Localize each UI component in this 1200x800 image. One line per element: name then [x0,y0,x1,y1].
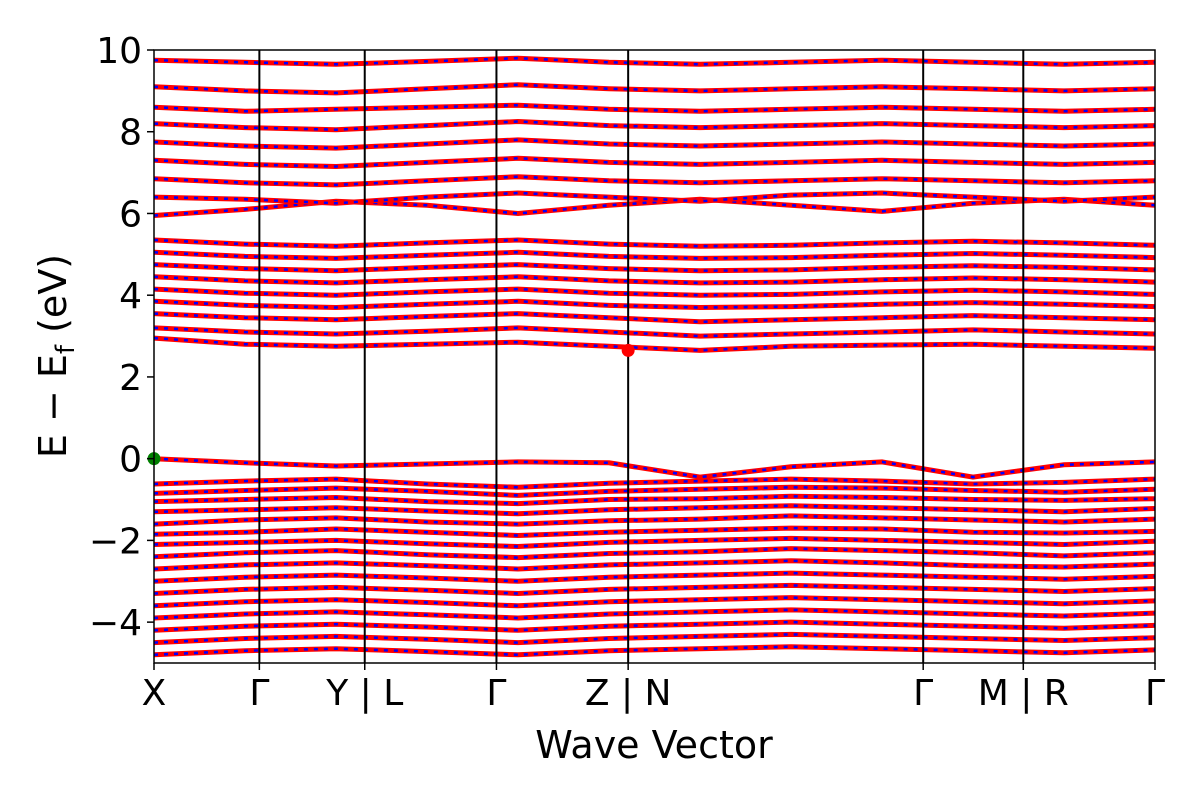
band-line-overlay-27 [154,191,1155,205]
band-line-overlay-8 [154,547,1155,559]
band-line-overlay-29 [154,157,1155,168]
x-tick-label: Γ [249,673,269,714]
band-line-overlay-7 [154,537,1155,548]
band-line-overlay-0 [154,457,1155,479]
plot-background [154,50,1155,663]
band-line-overlay-31 [154,120,1155,131]
band-line-overlay-2 [154,486,1155,497]
band-line-overlay-12 [154,596,1155,608]
band-line-overlay-26 [154,197,1155,217]
band-line-overlay-14 [154,620,1155,632]
y-tick-label: 8 [119,113,142,154]
x-axis-label: Wave Vector [535,723,773,767]
band-line-overlay-19 [154,312,1155,324]
y-axis-label-subscript: f [51,344,81,354]
band-line-overlay-28 [154,175,1155,187]
band-line-overlay-34 [154,56,1155,66]
band-line-overlay-5 [154,514,1155,526]
x-tick-label: Γ [486,673,506,714]
y-axis-label-unit: (eV) [31,254,75,345]
band-line-overlay-6 [154,526,1155,537]
band-line-overlay-16 [154,645,1155,657]
band-line-overlay-10 [154,571,1155,583]
y-axis-ticks: −4 −2 0 2 4 6 8 10 [89,31,154,644]
y-tick-label: −2 [89,521,142,562]
band-line-overlay-33 [154,83,1155,95]
band-line-overlay-32 [154,103,1155,113]
y-tick-label: −4 [89,603,142,644]
band-line-overlay-4 [154,504,1155,516]
y-tick-label: 10 [96,31,142,72]
y-tick-label: 2 [119,358,142,399]
y-tick-label: 6 [119,194,142,235]
x-axis-ticks: X Γ Y | L Γ Z | N Γ M | R Γ [142,663,1165,714]
band-line-overlay-20 [154,300,1155,309]
y-axis-label-main: E − E [31,354,75,458]
x-tick-label: Γ [1145,673,1165,714]
band-line-overlay-23 [154,263,1155,272]
band-line-overlay-11 [154,584,1155,595]
band-line-overlay-3 [154,495,1155,505]
band-line-overlay-18 [154,326,1155,338]
x-tick-label: Y | L [325,673,403,714]
plot-frame [153,49,1156,664]
band-line-overlay-22 [154,275,1155,285]
band-line-overlay-17 [154,336,1155,352]
band-line-overlay-1 [154,477,1155,489]
high-symmetry-lines [258,50,1025,663]
band-line-overlay-30 [154,138,1155,150]
band-line-overlay-15 [154,633,1155,644]
y-tick-label: 0 [119,440,142,481]
y-axis-label: E − Ef (eV) [31,254,81,458]
x-tick-label: Z | N [585,673,672,714]
band-line-overlay-24 [154,251,1155,260]
band-line-overlay-25 [154,238,1155,248]
bands-group [154,55,1155,658]
band-line-overlay-21 [154,287,1155,297]
y-tick-label: 4 [119,276,142,317]
cbm-marker [621,343,635,357]
band-line-overlay-13 [154,608,1155,620]
x-tick-label: M | R [978,673,1069,714]
x-tick-label: X [142,673,167,714]
x-tick-label: Γ [913,673,933,714]
band-line-overlay-9 [154,559,1155,571]
